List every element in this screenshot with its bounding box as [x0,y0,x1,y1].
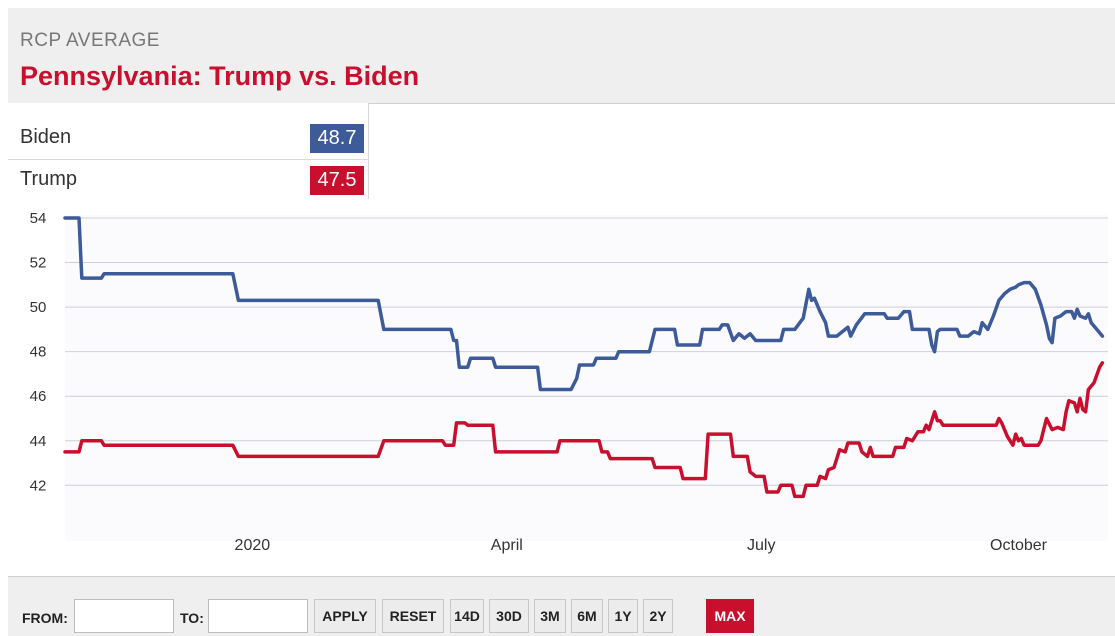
chart-header: RCP AVERAGE Pennsylvania: Trump vs. Bide… [8,8,1115,104]
y-tick-label-52: 52 [30,255,47,272]
rcp-average-label: RCP AVERAGE [20,30,160,51]
reset-button[interactable]: RESET [382,599,444,633]
candidate-name: Biden [20,126,72,148]
page-title: Pennsylvania: Trump vs. Biden [20,61,420,91]
y-tick-label-50: 50 [30,299,47,316]
x-tick-label-october: October [990,537,1048,554]
candidate-value-badge: 48.7 [310,124,364,153]
range-30d-button[interactable]: 30D [489,599,529,633]
range-max-button[interactable]: MAX [706,599,754,633]
candidate-row-trump: Trump 47.5 [8,160,368,201]
from-date-input[interactable] [74,599,174,633]
plot-area [65,215,1108,541]
x-tick-label-april: April [491,537,523,554]
date-range-toolbar: FROM: TO: APPLY RESET 14D 30D 3M 6M 1Y 2… [8,576,1115,636]
y-tick-label-48: 48 [30,344,47,361]
y-tick-label-44: 44 [30,433,47,450]
range-14d-button[interactable]: 14D [450,599,484,633]
from-label: FROM: [22,610,68,626]
x-tick-label-july: July [747,537,775,554]
series-line-trump [63,361,1105,499]
apply-button[interactable]: APPLY [314,599,376,633]
candidate-row-biden: Biden 48.7 [8,118,368,160]
to-label: TO: [180,610,204,626]
range-6m-button[interactable]: 6M [571,599,603,633]
candidate-name: Trump [20,168,78,190]
range-3m-button[interactable]: 3M [534,599,566,633]
y-tick-label-46: 46 [30,388,47,405]
to-date-input[interactable] [208,599,308,633]
line-chart-svg: 42 44 46 48 50 52 54 2020 April July October [30,210,1108,554]
poll-average-chart: 42 44 46 48 50 52 54 2020 April July October [8,203,1115,575]
candidate-summary: Biden 48.7 Trump 47.5 [8,103,369,199]
range-2y-button[interactable]: 2Y [643,599,673,633]
x-tick-label-2020: 2020 [235,537,271,554]
candidate-value-badge: 47.5 [310,166,364,195]
series-line-biden [63,216,1105,392]
y-tick-label-54: 54 [30,210,47,227]
range-1y-button[interactable]: 1Y [608,599,638,633]
y-tick-label-42: 42 [30,477,47,494]
